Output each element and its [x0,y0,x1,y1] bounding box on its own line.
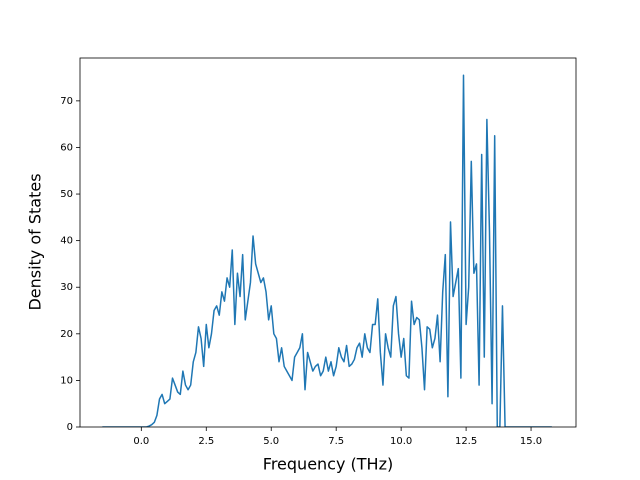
y-tick-label: 30 [60,282,73,293]
y-tick-label: 70 [60,96,73,107]
y-tick-label: 20 [60,329,73,340]
y-tick-label: 60 [60,142,73,153]
x-tick-label: 7.5 [328,436,344,447]
x-tick-label: 2.5 [198,436,214,447]
y-tick-label: 10 [60,375,73,386]
x-tick-label: 10.0 [390,436,412,447]
y-tick-label: 0 [67,422,73,433]
data-line [102,74,552,427]
x-tick-label: 5.0 [263,436,279,447]
x-tick-label: 15.0 [520,436,542,447]
y-tick-label: 50 [60,189,73,200]
x-tick-label: 12.5 [455,436,477,447]
y-axis-label: Density of States [26,173,45,310]
plot-frame [79,57,577,428]
x-axis-label: Frequency (THz) [263,455,393,474]
y-tick-label: 40 [60,236,73,247]
x-tick-label: 0.0 [133,436,149,447]
